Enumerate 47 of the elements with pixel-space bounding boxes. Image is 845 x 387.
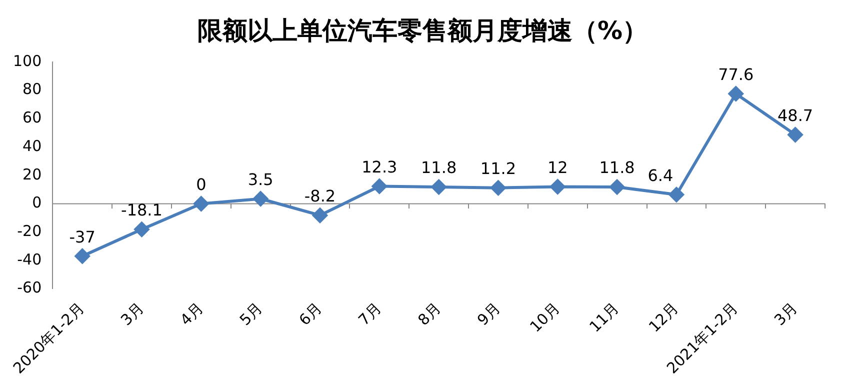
point <box>372 178 387 194</box>
data-label: 12.3 <box>362 157 398 176</box>
y-tick-label: 0 <box>32 194 42 212</box>
point <box>431 179 446 194</box>
point <box>668 187 684 202</box>
y-tick-label: -40 <box>17 250 42 268</box>
x-tick-label: 6月 <box>295 298 326 330</box>
y-tick-label: -20 <box>17 222 42 240</box>
x-tick-label: 4月 <box>176 298 207 330</box>
y-tick-label: 60 <box>22 108 42 127</box>
data-label: -37 <box>69 227 96 246</box>
y-tick-label: 20 <box>22 165 42 184</box>
data-label: 11.8 <box>421 158 457 178</box>
y-tick-label: 100 <box>12 52 42 70</box>
x-tick-label: 11月 <box>586 298 623 336</box>
x-tick-label: 12月 <box>645 298 682 336</box>
point <box>74 248 90 264</box>
x-tick-label: 3月 <box>770 298 801 330</box>
chart-title: 限额以上单位汽车零售额月度增速（%） <box>196 15 649 47</box>
x-tick-label: 9月 <box>474 298 504 330</box>
point <box>490 180 506 196</box>
data-label: 11.2 <box>480 159 516 178</box>
data-label: 0 <box>196 174 206 194</box>
y-tick-label: -60 <box>17 278 42 297</box>
data-label: 12 <box>547 158 568 177</box>
x-tick-label: 7月 <box>354 298 385 330</box>
point <box>253 191 268 206</box>
point <box>312 208 328 223</box>
x-tick-label: 5月 <box>236 298 266 330</box>
data-label: 77.6 <box>718 64 754 84</box>
data-label: -18.1 <box>121 200 162 220</box>
point <box>728 86 744 102</box>
point <box>610 179 625 194</box>
point <box>788 127 803 142</box>
x-tick-label: 10月 <box>526 298 564 336</box>
point <box>134 222 150 237</box>
data-label: 48.7 <box>777 106 814 125</box>
x-tick-label: 8月 <box>414 298 444 330</box>
point <box>194 196 209 212</box>
data-label: -8.2 <box>304 186 336 206</box>
y-tick-label: 40 <box>22 136 42 155</box>
point <box>550 179 566 194</box>
data-label: 11.8 <box>599 158 635 178</box>
x-tick-label: 3月 <box>117 298 148 330</box>
data-label: 3.5 <box>248 170 274 189</box>
data-label: 6.4 <box>648 166 674 185</box>
y-tick-label: 80 <box>22 80 42 98</box>
